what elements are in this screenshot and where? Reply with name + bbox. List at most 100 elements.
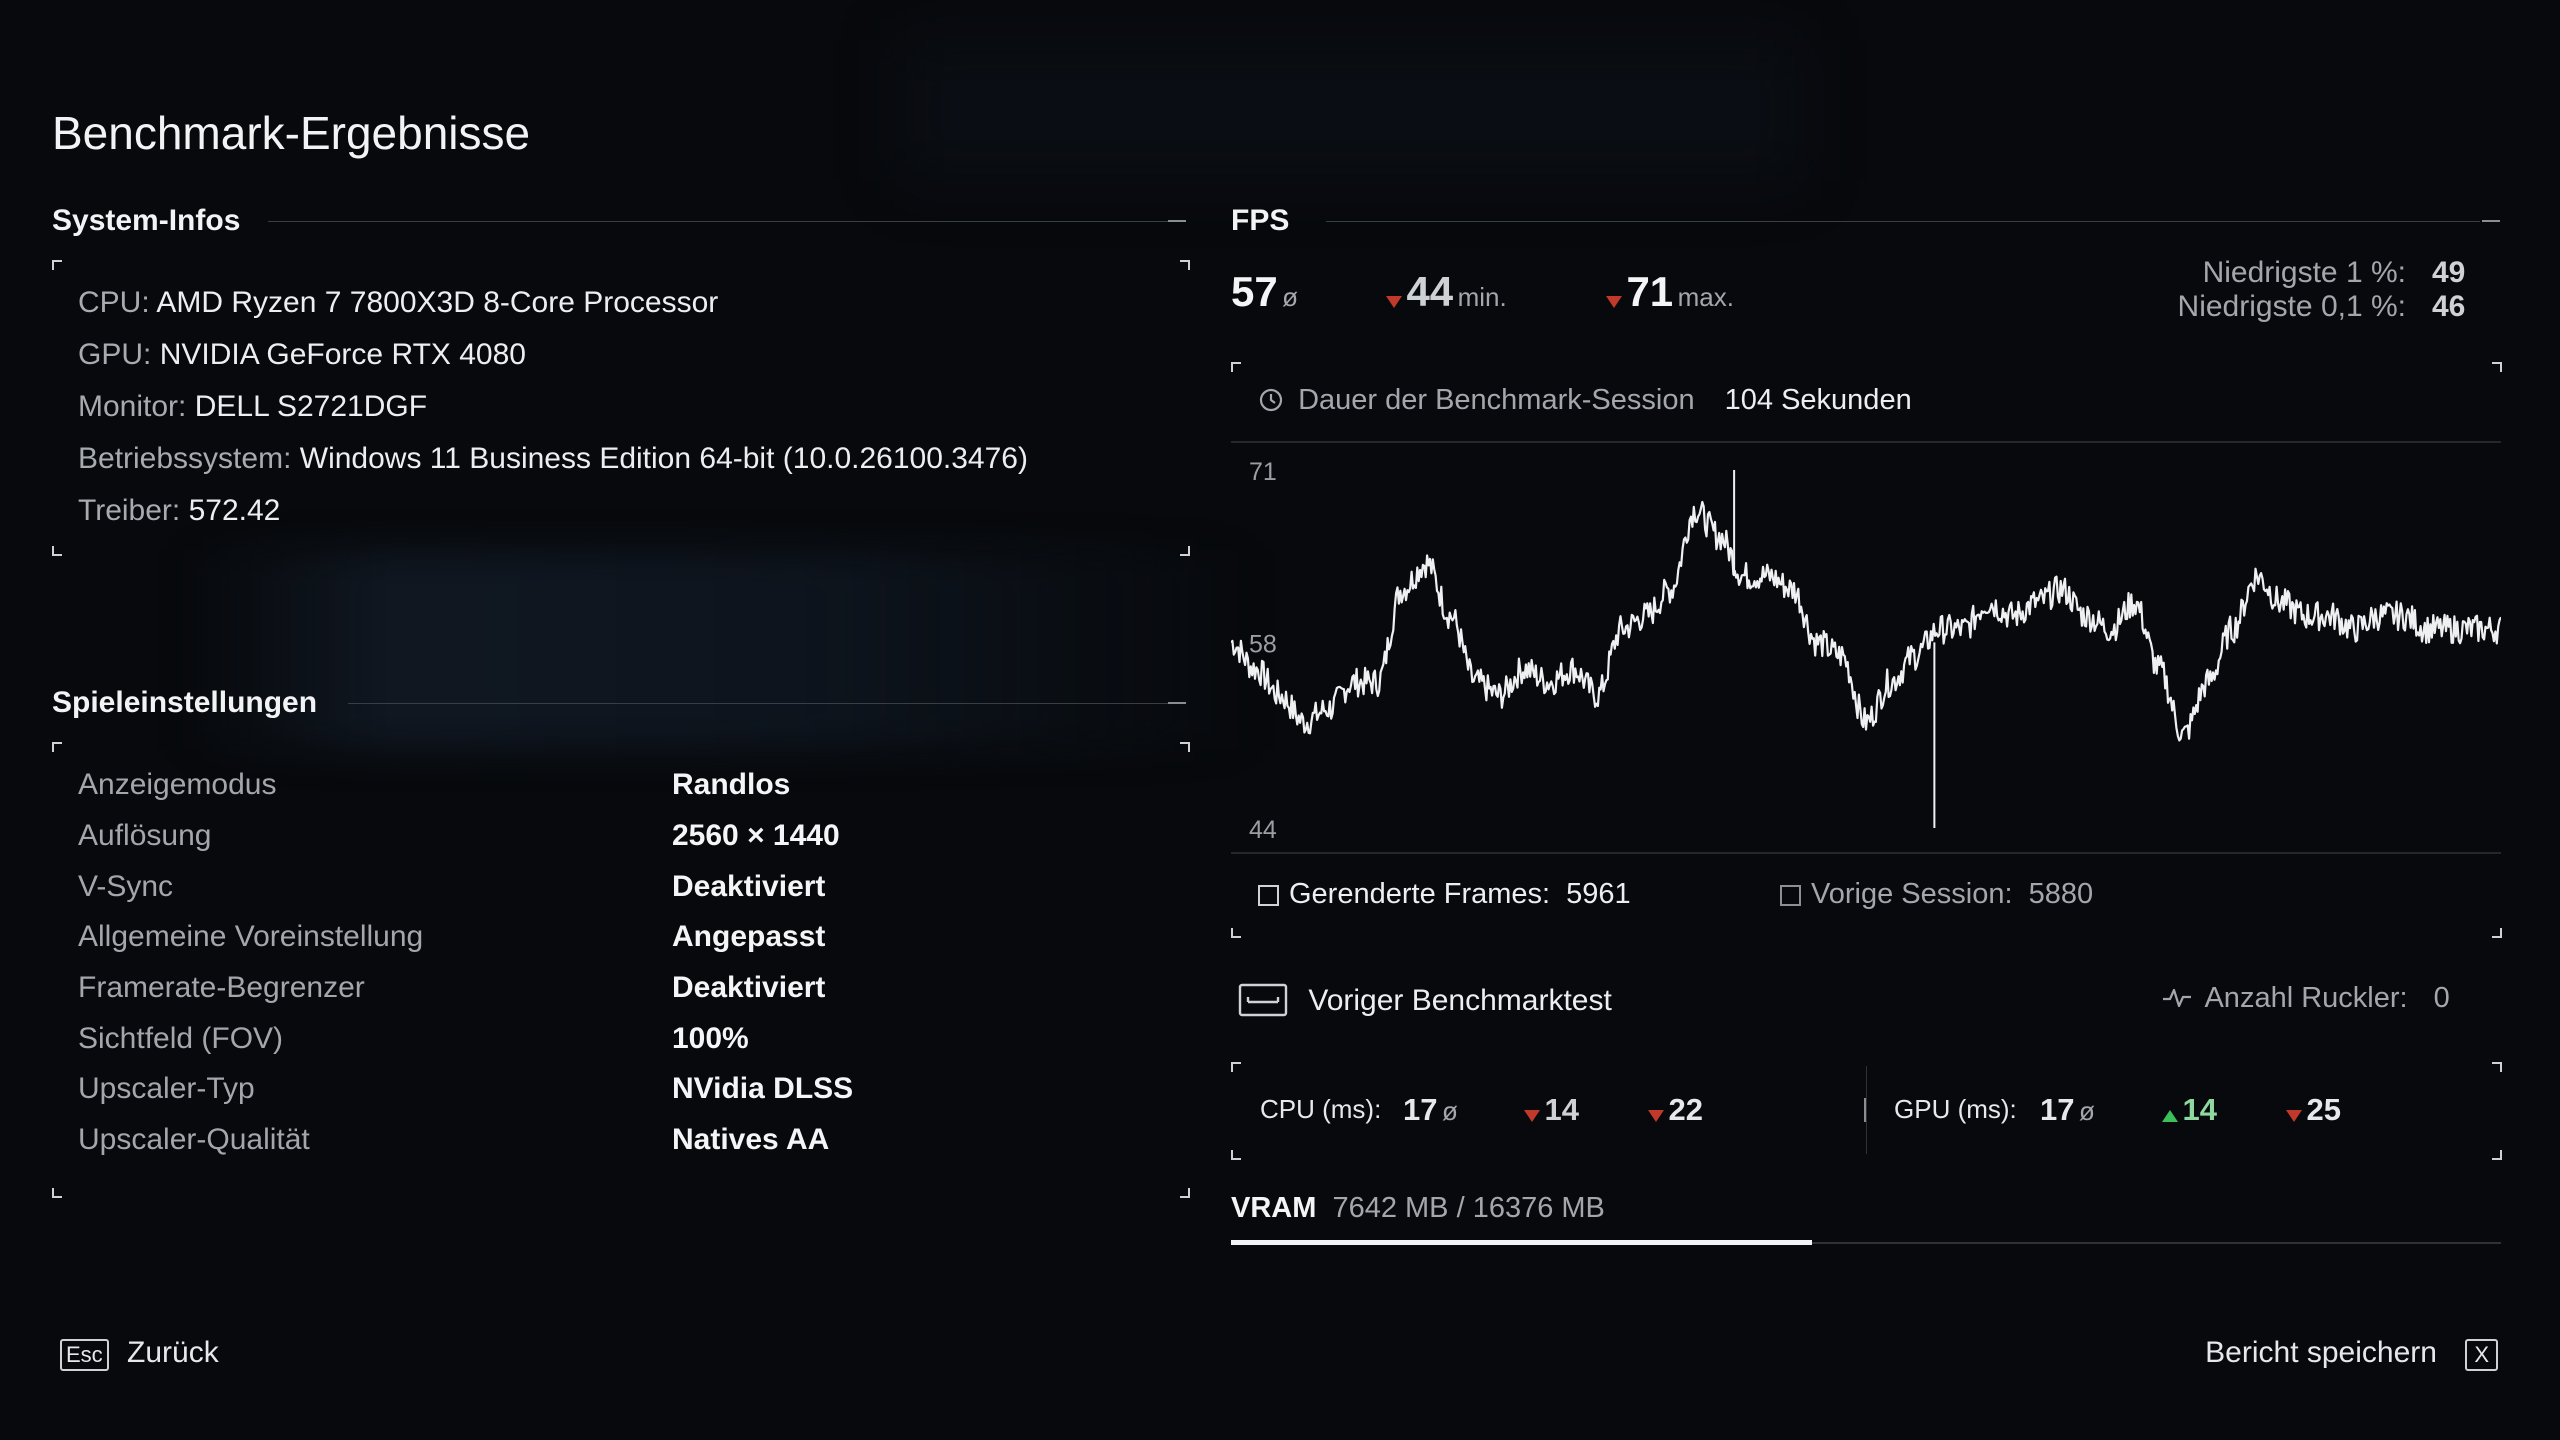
cpu-frametime-max-value: 22 — [1668, 1092, 1703, 1127]
setting-label: Auflösung — [78, 819, 212, 852]
settings-panel-corner — [52, 742, 62, 752]
game-settings-divider — [348, 703, 1168, 704]
system-monitor-value: DELL S2721DGF — [194, 390, 428, 423]
system-panel-corner — [52, 260, 62, 270]
down-arrow-icon — [1648, 1109, 1664, 1122]
frametime-panel-corner — [1231, 1062, 1241, 1072]
previous-benchmark-button[interactable]: Voriger Benchmarktest — [1238, 982, 1612, 1018]
setting-label: Upscaler-Typ — [78, 1072, 255, 1105]
page-title: Benchmark-Ergebnisse — [52, 107, 531, 159]
system-gpu-row: GPU: NVIDIA GeForce RTX 4080 — [78, 338, 526, 372]
compare-icon — [1238, 983, 1288, 1017]
cpu-frametime-max: 22 — [1648, 1092, 1703, 1128]
gpu-frametime-min: 14 — [2162, 1092, 2217, 1128]
system-os-value: Windows 11 Business Edition 64-bit (10.0… — [299, 442, 1028, 475]
settings-panel-corner — [1180, 1188, 1190, 1198]
cpu-frametime-label: CPU (ms): — [1260, 1094, 1382, 1124]
cpu-frametime-avg-symbol: ø — [1441, 1096, 1458, 1126]
frametime-divider-tick — [1864, 1098, 1866, 1122]
system-panel-corner — [52, 546, 62, 556]
gpu-frametime-avg: 17 ø — [2040, 1092, 2095, 1128]
gpu-frametime-max: 25 — [2286, 1092, 2341, 1128]
system-info-heading: System-Infos — [52, 204, 241, 237]
chart-y-tick-label: 44 — [1249, 816, 1277, 844]
gpu-frametime-label: GPU (ms): — [1894, 1094, 2017, 1124]
fps-low1-value: 49 — [2432, 256, 2466, 289]
fps-average: 57 ø — [1231, 268, 1298, 316]
session-duration: Dauer der Benchmark-Session 104 Sekunden — [1258, 384, 1912, 417]
chart-panel-corner — [2492, 362, 2502, 372]
system-cpu-label: CPU: — [78, 286, 150, 319]
settings-panel-corner — [52, 1188, 62, 1198]
stutter-count-value: 0 — [2433, 982, 2450, 1014]
session-duration-label: Dauer der Benchmark-Session — [1298, 384, 1695, 416]
setting-label: Anzeigemodus — [78, 768, 277, 801]
fps-heading: FPS — [1231, 204, 1290, 237]
down-arrow-icon — [1524, 1109, 1540, 1122]
fps-chart: 71 58 44 — [1231, 441, 2501, 854]
x-key-icon: X — [2465, 1339, 2498, 1371]
settings-panel-corner — [1180, 742, 1190, 752]
down-arrow-icon — [1606, 295, 1622, 308]
fps-lows-values: 49 46 — [2432, 256, 2465, 324]
back-button[interactable]: Esc Zurück — [60, 1336, 219, 1371]
esc-key-icon: Esc — [60, 1339, 109, 1371]
vram-usage: VRAM 7642 MB / 16376 MB — [1231, 1192, 1605, 1225]
setting-label: Framerate-Begrenzer — [78, 971, 365, 1004]
fps-max-label: max. — [1677, 282, 1734, 312]
game-settings-heading: Spieleinstellungen — [52, 686, 318, 719]
fps-low01-value: 46 — [2432, 290, 2466, 323]
back-label: Zurück — [127, 1336, 219, 1369]
system-gpu-label: GPU: — [78, 338, 152, 371]
background-glow — [180, 550, 1260, 750]
previous-session-checkbox[interactable] — [1780, 884, 1801, 906]
vram-bar-track — [1231, 1240, 2501, 1245]
setting-value: Deaktiviert — [672, 870, 826, 903]
rendered-frames: Gerenderte Frames: 5961 — [1258, 878, 1631, 911]
system-gpu-value: NVIDIA GeForce RTX 4080 — [159, 338, 526, 371]
frametime-divider — [1866, 1066, 1867, 1154]
fps-min: 44 min. — [1386, 268, 1507, 316]
fps-max: 71 max. — [1606, 268, 1734, 316]
fps-min-label: min. — [1457, 282, 1507, 312]
frametime-panel-corner — [2492, 1062, 2502, 1072]
rendered-frames-label: Gerenderte Frames: — [1289, 878, 1551, 910]
chart-y-tick-label: 58 — [1249, 630, 1277, 658]
vram-bar-fill — [1231, 1240, 1812, 1245]
setting-value: Angepasst — [672, 920, 826, 953]
system-cpu-value: AMD Ryzen 7 7800X3D 8-Core Processor — [156, 286, 719, 319]
system-monitor-row: Monitor: DELL S2721DGF — [78, 390, 427, 424]
system-monitor-label: Monitor: — [78, 390, 187, 423]
chart-panel-corner — [1231, 928, 1241, 938]
system-cpu-row: CPU: AMD Ryzen 7 7800X3D 8-Core Processo… — [78, 286, 718, 320]
stutter-count-label: Anzahl Ruckler: — [2204, 982, 2408, 1014]
rendered-frames-value: 5961 — [1566, 878, 1631, 910]
system-driver-value: 572.42 — [188, 494, 281, 527]
chart-panel-corner — [2492, 928, 2502, 938]
setting-value: 100% — [672, 1022, 749, 1055]
down-arrow-icon — [1386, 295, 1402, 308]
gpu-frametime-avg-symbol: ø — [2078, 1096, 2095, 1126]
fps-average-value: 57 — [1231, 268, 1278, 315]
fps-average-symbol: ø — [1282, 282, 1299, 312]
setting-label: Allgemeine Voreinstellung — [78, 920, 424, 953]
pulse-icon — [2163, 988, 2191, 1008]
cpu-frametime-min: 14 — [1524, 1092, 1579, 1128]
cpu-frametime-min-value: 14 — [1544, 1092, 1579, 1127]
save-report-button[interactable]: Bericht speichern X — [2205, 1336, 2498, 1371]
gpu-frametime-avg-value: 17 — [2040, 1092, 2075, 1127]
previous-session-label: Vorige Session: — [1811, 878, 2013, 910]
system-driver-row: Treiber: 572.42 — [78, 494, 280, 528]
fps-series-line — [1231, 500, 2501, 742]
vram-label: VRAM — [1231, 1192, 1317, 1224]
save-report-label: Bericht speichern — [2205, 1336, 2437, 1369]
up-arrow-icon — [2162, 1109, 2178, 1122]
setting-value: 2560 × 1440 — [672, 819, 840, 852]
setting-label: V-Sync — [78, 870, 174, 903]
setting-value: NVidia DLSS — [672, 1072, 854, 1105]
chart-panel-corner — [1231, 362, 1241, 372]
system-panel-corner — [1180, 546, 1190, 556]
system-os-row: Betriebssystem: Windows 11 Business Edit… — [78, 442, 1028, 476]
chart-y-tick-label: 71 — [1249, 458, 1277, 486]
rendered-frames-checkbox[interactable] — [1258, 884, 1279, 906]
